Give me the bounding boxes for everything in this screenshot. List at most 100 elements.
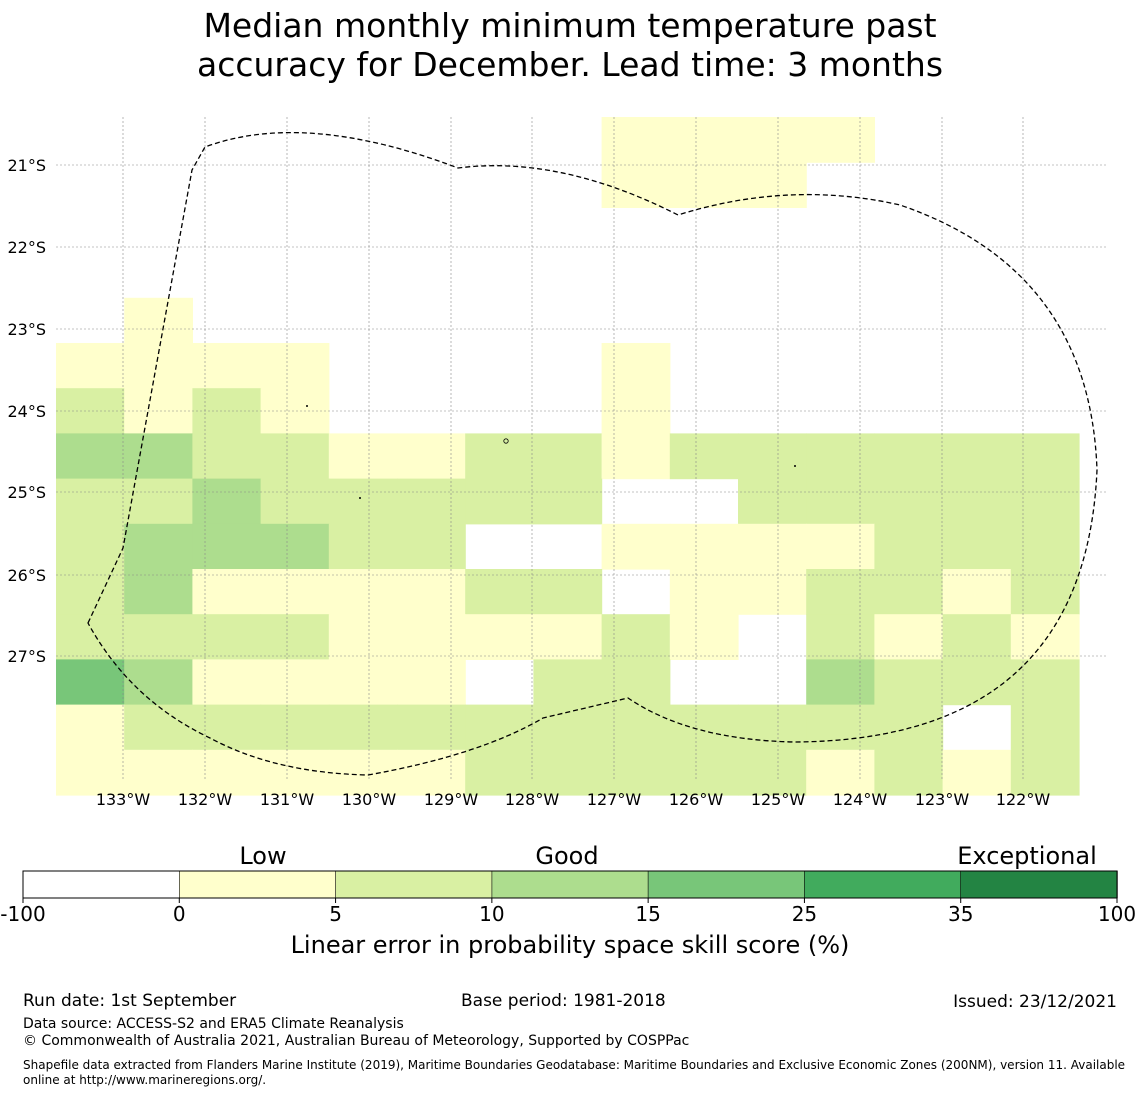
grid-cell — [328, 569, 398, 615]
grid-cell — [1010, 659, 1080, 706]
grid-cell — [328, 704, 398, 751]
grid-cell — [124, 388, 193, 434]
longitude-label: 131°W — [260, 790, 315, 809]
grid-cell — [1010, 614, 1080, 660]
island-marks — [306, 405, 796, 499]
colorbar-tick-label: 10 — [479, 902, 504, 926]
grid-cell — [874, 433, 944, 480]
latitude-label: 26°S — [7, 566, 46, 585]
grid-cell — [738, 704, 807, 751]
grid-cell — [806, 569, 875, 615]
grid-cell — [56, 343, 125, 389]
grid-cell — [260, 659, 330, 706]
latitude-label: 27°S — [7, 647, 46, 666]
grid-cell — [942, 749, 1012, 796]
island-mark — [359, 497, 361, 499]
grid-cell — [124, 433, 193, 480]
grid-cell — [397, 523, 466, 570]
grid-cell — [1010, 704, 1080, 751]
colorbar-swatch — [22, 870, 180, 899]
grid-cell — [465, 749, 534, 796]
grid-cell — [942, 659, 1012, 706]
grid-cell — [601, 343, 671, 389]
grid-cell — [124, 704, 193, 751]
colorbar-tick-label: -100 — [0, 902, 45, 926]
grid-cell — [669, 614, 739, 660]
grid-cell — [328, 659, 398, 706]
grid-cell — [669, 523, 739, 570]
grid-cell — [465, 704, 534, 751]
grid-cell — [669, 749, 739, 796]
grid-cell — [192, 478, 262, 525]
colorbar-tick-label: 5 — [329, 902, 342, 926]
grid-cell — [397, 704, 466, 751]
grid-cell — [1010, 523, 1080, 570]
grid-cell — [260, 433, 330, 480]
shapefile-credit: Shapefile data extracted from Flanders M… — [23, 1058, 1126, 1087]
grid-cell — [124, 569, 193, 615]
grid-cell — [874, 523, 944, 570]
grid-cell — [192, 704, 262, 751]
grid-cell — [738, 117, 807, 163]
grid-cell — [192, 749, 262, 796]
grid-cell — [669, 569, 739, 615]
colorbar-tick-label: 100 — [1098, 902, 1136, 926]
colorbar-swatch — [491, 870, 649, 899]
grid-cell — [533, 659, 603, 706]
grid-cell — [56, 478, 125, 525]
longitude-label: 133°W — [96, 790, 151, 809]
longitude-label: 129°W — [424, 790, 479, 809]
grid-cell — [465, 614, 534, 660]
grid-cell — [874, 569, 944, 615]
grid-cell — [738, 523, 807, 570]
longitude-label: 128°W — [505, 790, 560, 809]
latitude-label: 24°S — [7, 402, 46, 421]
grid-cell — [56, 523, 125, 570]
grid-cell — [669, 704, 739, 751]
grid-cell — [397, 749, 466, 796]
grid-cell — [465, 478, 534, 525]
grid-cell — [328, 433, 398, 480]
data-source: Data source: ACCESS-S2 and ERA5 Climate … — [23, 1016, 404, 1032]
grid-cell — [806, 117, 875, 163]
colorbar-swatch — [647, 870, 806, 899]
grid-cell — [192, 659, 262, 706]
grid-cell — [806, 523, 875, 570]
colorbar-swatch — [960, 870, 1118, 899]
longitude-label: 124°W — [833, 790, 888, 809]
grid-cell — [533, 478, 603, 525]
colorbar: Low Good Exceptional -100 0 5 10 15 25 35 100 L… — [0, 842, 1136, 959]
grid-cell — [601, 749, 671, 796]
grid-cell — [56, 704, 125, 751]
run-date: Run date: 1st September — [23, 991, 237, 1011]
grid-cell — [874, 704, 944, 751]
grid-cell — [1010, 478, 1080, 525]
colorbar-frame — [22, 870, 1118, 899]
issued-date: Issued: 23/12/2021 — [953, 992, 1117, 1012]
grid-cell — [601, 162, 671, 208]
island-mark — [503, 438, 509, 444]
grid-cell — [260, 388, 330, 434]
grid-cell — [942, 569, 1012, 615]
grid-cell — [806, 659, 875, 706]
grid-cell — [328, 614, 398, 660]
grid-cell — [806, 433, 875, 480]
longitude-label: 127°W — [587, 790, 642, 809]
grid-cell — [738, 162, 807, 208]
grid-cell — [56, 749, 125, 796]
grid-cell — [669, 117, 739, 163]
colorbar-category-low: Low — [239, 842, 286, 870]
longitude-label: 126°W — [669, 790, 724, 809]
grid-cell — [260, 343, 330, 389]
colorbar-swatch — [804, 870, 962, 899]
grid-cell — [601, 117, 671, 163]
grid-cell — [260, 614, 330, 660]
eez-boundary — [87, 131, 1098, 776]
colorbar-label: Linear error in probability space skill … — [291, 931, 850, 959]
grid-cell — [192, 388, 262, 434]
grid-cell — [533, 704, 603, 751]
grid-cell — [669, 162, 739, 208]
colorbar-swatches — [22, 870, 1118, 899]
grid-cell — [397, 614, 466, 660]
colorbar-tick-label: 35 — [948, 902, 973, 926]
